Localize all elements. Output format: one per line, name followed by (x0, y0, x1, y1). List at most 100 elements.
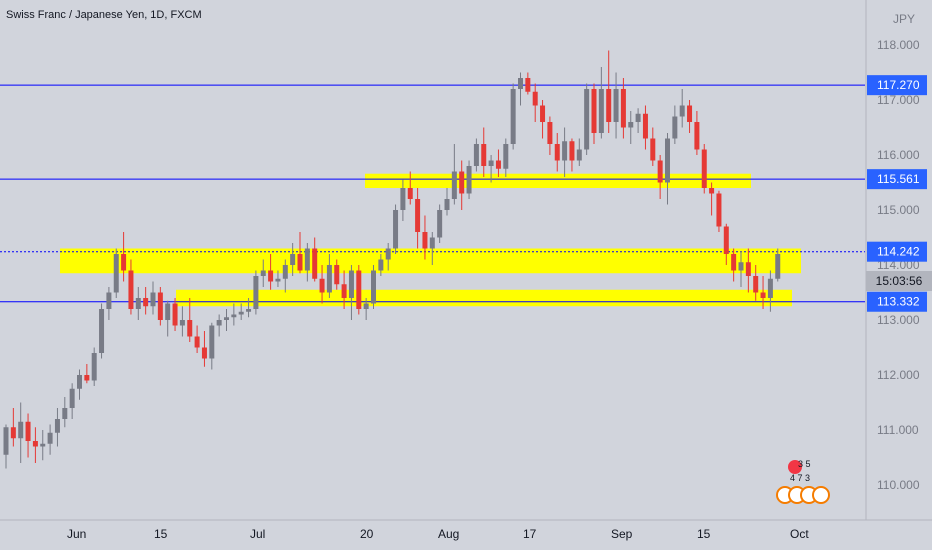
candle-body (473, 144, 479, 166)
candle-body (326, 265, 332, 293)
candle-body (150, 292, 156, 307)
price-label-box[interactable] (867, 241, 927, 262)
y-tick-label: 113.000 (877, 313, 920, 327)
candle-body (540, 105, 546, 122)
candle-body (69, 388, 75, 408)
candle-body (503, 144, 509, 169)
candle-body (253, 276, 259, 309)
price-label-text: 114.242 (877, 245, 920, 259)
candle-body (738, 262, 744, 271)
candle-body (679, 105, 685, 117)
candle-body (407, 188, 413, 199)
candle-body (172, 303, 178, 326)
candle-body (62, 408, 68, 419)
candle-body (488, 160, 494, 166)
x-tick-label: Jun (67, 527, 86, 541)
event-badge-red-icon[interactable] (788, 460, 802, 474)
candle-body (18, 421, 24, 439)
x-tick-label: 17 (523, 527, 537, 541)
candle-body (584, 89, 590, 150)
candle-body (422, 232, 428, 249)
candle-body (562, 141, 568, 161)
symbol-title[interactable]: Swiss Franc / Japanese Yen, 1D, FXCM (6, 9, 202, 21)
time-axis[interactable] (0, 520, 932, 550)
price-label-box[interactable] (867, 169, 927, 190)
candle-body (201, 347, 207, 359)
candle-body (451, 171, 457, 199)
price-label-box[interactable] (867, 291, 927, 312)
candle-body (716, 193, 722, 227)
candle-body (709, 188, 715, 194)
candle-body (510, 89, 516, 144)
x-tick-label: 15 (697, 527, 711, 541)
candle-body (613, 89, 619, 122)
candle-body (128, 270, 134, 309)
candle-body (371, 270, 376, 304)
candle-body (598, 89, 604, 133)
candle-body (40, 443, 46, 447)
candle-body (400, 188, 406, 210)
candle-body (657, 160, 663, 183)
candle-body (701, 149, 707, 188)
candle-body (495, 160, 501, 169)
candle-body (297, 254, 303, 271)
candle-body (518, 78, 523, 89)
candle-body (157, 292, 163, 320)
x-tick-label: Oct (790, 527, 809, 541)
y-tick-label: 117.000 (877, 93, 920, 107)
y-tick-label: 118.000 (877, 38, 920, 52)
candle-body (459, 171, 465, 194)
candle-body (143, 298, 149, 307)
candle-body (694, 122, 700, 150)
x-tick-label: Sep (611, 527, 633, 541)
candle-body (47, 432, 53, 444)
event-badges[interactable]: 3 5 4 7 3 (776, 458, 836, 508)
candle-body (3, 427, 9, 455)
event-badge-orange-icon-4[interactable] (812, 486, 830, 504)
candle-body (77, 375, 82, 389)
zone-rect[interactable] (60, 248, 801, 274)
candle-body (165, 303, 171, 320)
candle-body (10, 427, 16, 439)
candle-body (290, 254, 296, 265)
price-label-box[interactable] (867, 75, 927, 96)
candle-body (767, 278, 773, 298)
candle-body (760, 292, 766, 298)
candle-body (179, 320, 185, 326)
candle-body (304, 248, 310, 271)
y-tick-label: 112.000 (877, 368, 920, 382)
event-count-top: 3 5 (798, 459, 811, 469)
candle-body (628, 122, 634, 128)
candle-body (635, 113, 641, 122)
candle-body (665, 138, 670, 183)
candle-body (444, 199, 450, 210)
candle-body (209, 325, 215, 359)
candle-body (194, 336, 200, 348)
candle-body (32, 441, 38, 447)
zone-rect[interactable] (176, 289, 792, 307)
candle-body (224, 317, 229, 320)
candle-body (547, 122, 553, 144)
zone-rect[interactable] (365, 173, 751, 188)
x-tick-label: 15 (154, 527, 168, 541)
candle-body (25, 421, 31, 441)
candle-body (268, 270, 274, 282)
y-tick-label: 110.000 (877, 478, 920, 492)
candle-body (113, 254, 119, 293)
candle-body (753, 276, 759, 293)
candle-body (576, 149, 582, 161)
candle-body (569, 141, 575, 161)
candle-body (121, 254, 127, 271)
x-tick-label: 20 (360, 527, 374, 541)
candle-body (216, 320, 222, 326)
candle-body (348, 270, 354, 298)
candle-body (275, 278, 281, 282)
candle-body (356, 270, 362, 309)
event-count-bottom: 4 7 3 (790, 473, 811, 483)
candle-body (591, 89, 597, 133)
candle-body (466, 166, 472, 194)
candle-body (238, 311, 244, 315)
candle-body (282, 265, 288, 279)
candle-body (642, 113, 648, 139)
